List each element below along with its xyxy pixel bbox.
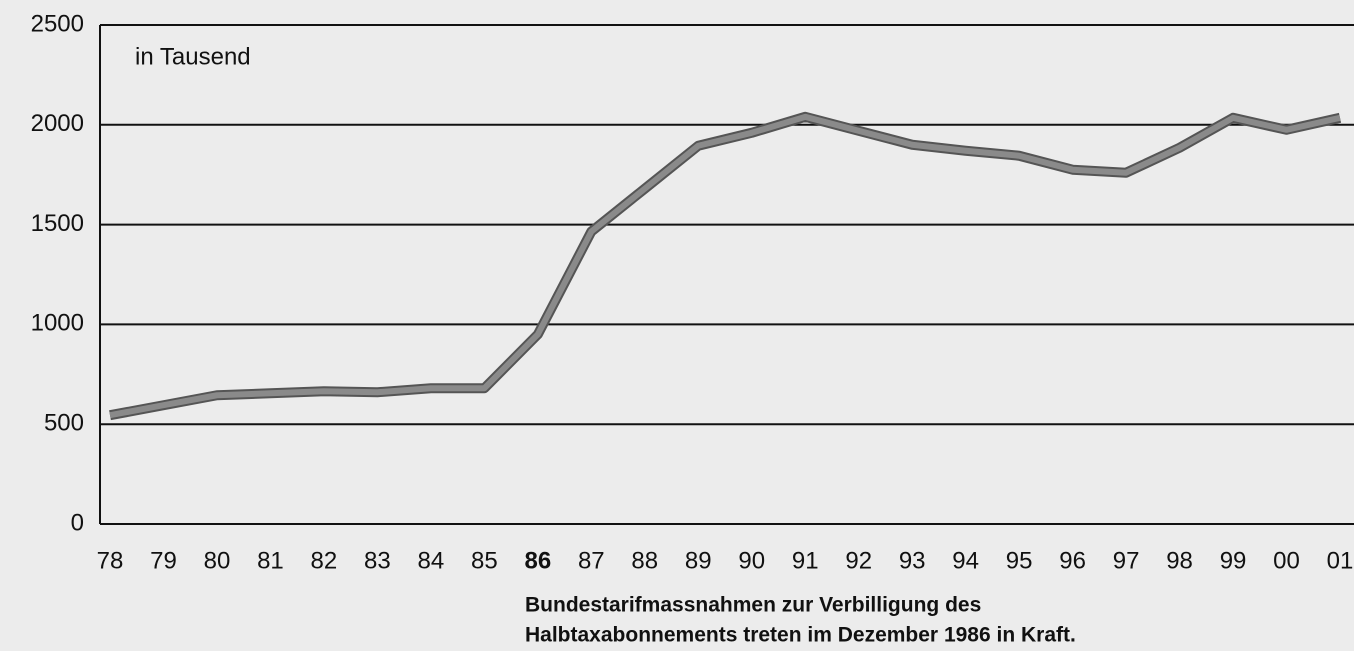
x-tick-label: 97: [1113, 547, 1140, 574]
x-tick-label: 82: [311, 547, 338, 574]
x-tick-label: 01: [1327, 547, 1354, 574]
x-tick-label: 83: [364, 547, 391, 574]
y-tick-label: 2000: [31, 110, 84, 137]
annotation: in Tausend: [135, 43, 251, 70]
x-tick-label: 84: [418, 547, 445, 574]
x-tick-label: 94: [952, 547, 979, 574]
y-tick-label: 1000: [31, 310, 84, 337]
x-tick-label: 90: [738, 547, 765, 574]
x-tick-label: 95: [1006, 547, 1033, 574]
x-tick-label: 80: [204, 547, 231, 574]
x-tick-label: 86: [524, 547, 551, 574]
y-tick-label: 1500: [31, 210, 84, 237]
x-tick-label: 79: [150, 547, 177, 574]
x-tick-label: 87: [578, 547, 605, 574]
x-tick-label: 96: [1059, 547, 1086, 574]
y-tick-label: 0: [71, 509, 84, 536]
x-tick-label: 81: [257, 547, 284, 574]
x-tick-label: 92: [845, 547, 872, 574]
note-line: Bundestarifmassnahmen zur Verbilligung d…: [525, 594, 981, 617]
x-tick-label: 78: [97, 547, 124, 574]
x-tick-label: 85: [471, 547, 498, 574]
x-tick-label: 88: [631, 547, 658, 574]
y-tick-label: 500: [44, 410, 84, 437]
x-tick-label: 89: [685, 547, 712, 574]
x-tick-label: 98: [1166, 547, 1193, 574]
x-tick-label: 00: [1273, 547, 1300, 574]
note-line: Halbtaxabonnements treten im Dezember 19…: [525, 624, 1076, 647]
x-tick-label: 99: [1220, 547, 1247, 574]
line: [109, 113, 1341, 419]
x-tick-label: 91: [792, 547, 819, 574]
x-tick-label: 93: [899, 547, 926, 574]
y-tick-label: 2500: [31, 10, 84, 37]
